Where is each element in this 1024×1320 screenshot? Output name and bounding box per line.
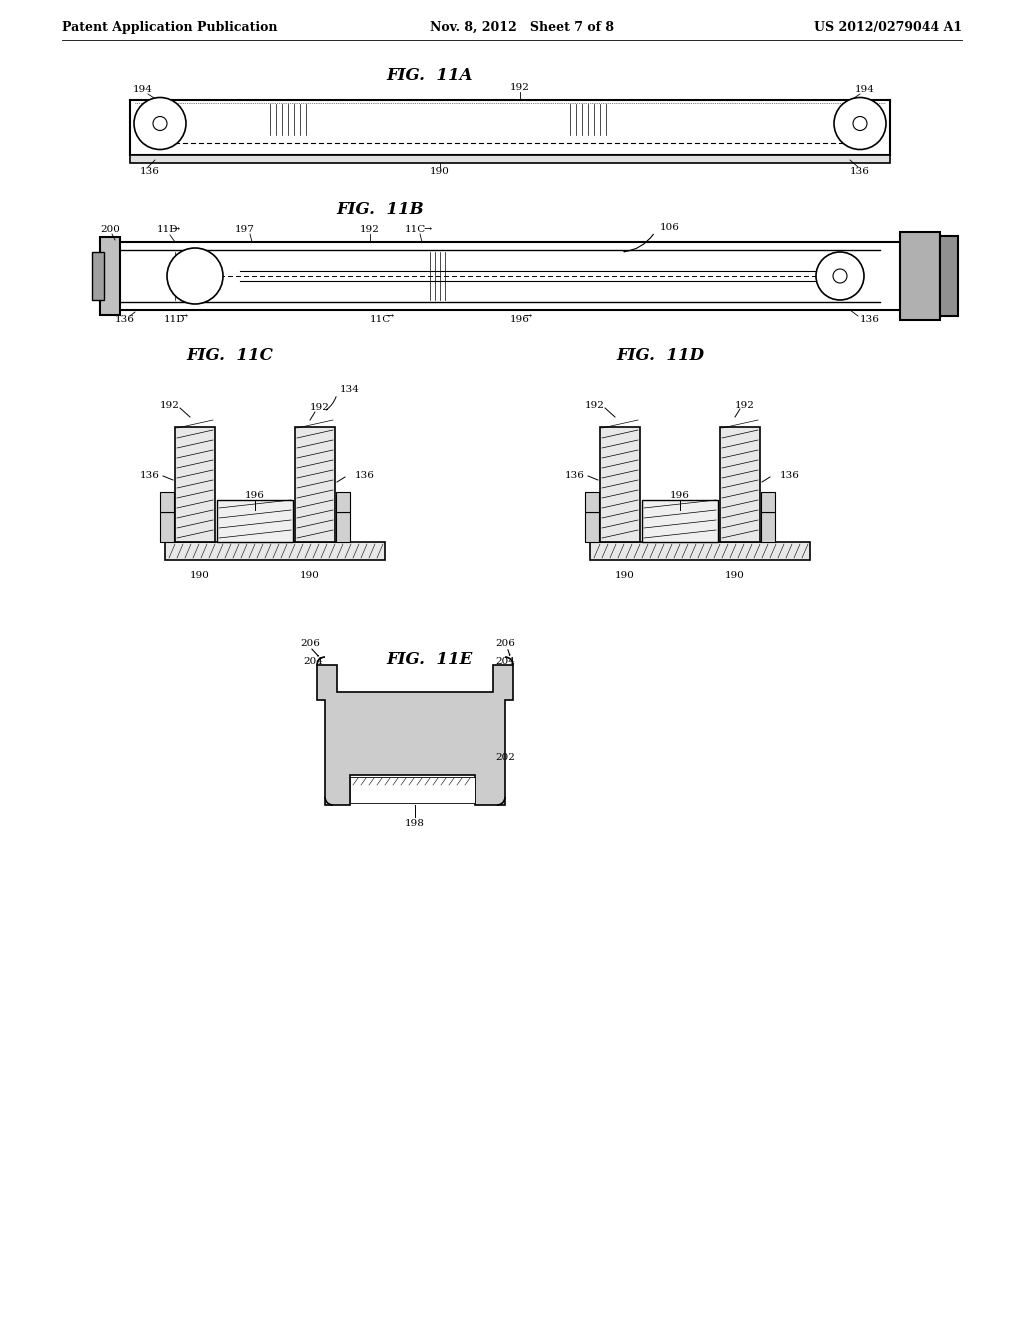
Bar — [940, 236, 958, 315]
Text: 190: 190 — [300, 570, 319, 579]
Text: 204: 204 — [495, 656, 515, 665]
Text: 192: 192 — [585, 400, 605, 409]
Text: 194: 194 — [855, 86, 874, 95]
Text: 190: 190 — [615, 570, 635, 579]
Text: FIG.  11C: FIG. 11C — [186, 346, 273, 363]
Text: 134: 134 — [340, 385, 360, 395]
Text: FIG.  11E: FIG. 11E — [387, 652, 473, 668]
Text: 192: 192 — [310, 404, 330, 412]
Text: FIG.  11A: FIG. 11A — [387, 66, 473, 83]
Text: 136: 136 — [850, 168, 870, 177]
Text: 190: 190 — [725, 570, 744, 579]
Circle shape — [153, 116, 167, 131]
Bar — [336, 512, 350, 543]
Bar — [585, 512, 599, 543]
Text: 198: 198 — [406, 818, 425, 828]
Bar — [175, 426, 215, 543]
Text: FIG.  11B: FIG. 11B — [336, 202, 424, 219]
Text: 197: 197 — [236, 226, 255, 235]
Text: Nov. 8, 2012   Sheet 7 of 8: Nov. 8, 2012 Sheet 7 of 8 — [430, 21, 614, 33]
Bar — [761, 512, 775, 543]
Text: 192: 192 — [510, 83, 530, 92]
Bar — [600, 426, 640, 543]
Circle shape — [167, 248, 223, 304]
Text: 136: 136 — [780, 470, 800, 479]
Circle shape — [853, 116, 867, 131]
Circle shape — [833, 269, 847, 282]
Text: →: → — [524, 313, 532, 322]
Text: 190: 190 — [190, 570, 210, 579]
Text: 206: 206 — [495, 639, 515, 648]
Circle shape — [134, 98, 186, 149]
Text: 196: 196 — [670, 491, 690, 499]
Text: 206: 206 — [300, 639, 319, 648]
Text: 11C: 11C — [370, 315, 390, 325]
Text: 190: 190 — [430, 168, 450, 177]
Text: 11C: 11C — [404, 226, 426, 235]
Text: 136: 136 — [140, 470, 160, 479]
Bar — [100, 238, 120, 315]
Circle shape — [816, 252, 864, 300]
Text: 136: 136 — [115, 315, 135, 325]
Bar — [295, 426, 335, 543]
FancyArrowPatch shape — [312, 649, 318, 656]
Text: FIG.  11D: FIG. 11D — [616, 346, 705, 363]
Text: 136: 136 — [565, 470, 585, 479]
Text: →: → — [386, 313, 394, 322]
Text: 196: 196 — [510, 315, 530, 325]
Text: 11D: 11D — [158, 226, 179, 235]
Bar — [165, 543, 385, 560]
Bar — [900, 232, 940, 319]
Text: →: → — [171, 226, 179, 235]
Bar — [642, 500, 718, 543]
Text: 136: 136 — [140, 168, 160, 177]
FancyArrowPatch shape — [508, 649, 510, 655]
Text: 106: 106 — [660, 223, 680, 232]
Bar — [590, 543, 810, 560]
FancyArrowPatch shape — [624, 234, 653, 252]
Bar — [130, 154, 890, 162]
Text: US 2012/0279044 A1: US 2012/0279044 A1 — [814, 21, 962, 33]
Text: 202: 202 — [495, 752, 515, 762]
Text: 204: 204 — [303, 656, 323, 665]
Text: Patent Application Publication: Patent Application Publication — [62, 21, 278, 33]
Circle shape — [834, 98, 886, 149]
Bar — [160, 512, 174, 543]
Bar — [585, 492, 599, 512]
Bar — [720, 426, 760, 543]
Text: 194: 194 — [133, 86, 153, 95]
Text: 192: 192 — [735, 400, 755, 409]
Text: 192: 192 — [160, 400, 180, 409]
Text: →: → — [179, 313, 187, 322]
Bar — [92, 252, 104, 300]
Bar — [217, 500, 293, 543]
Text: →: → — [424, 226, 432, 235]
Text: 11D: 11D — [164, 315, 185, 325]
Polygon shape — [350, 777, 475, 803]
Bar — [761, 492, 775, 512]
Polygon shape — [317, 665, 513, 805]
Text: 136: 136 — [860, 315, 880, 325]
Text: 196: 196 — [245, 491, 265, 499]
Text: 200: 200 — [100, 226, 120, 235]
FancyArrowPatch shape — [327, 396, 336, 411]
Bar — [336, 492, 350, 512]
Text: 192: 192 — [360, 226, 380, 235]
Bar — [160, 492, 174, 512]
Text: 136: 136 — [355, 470, 375, 479]
